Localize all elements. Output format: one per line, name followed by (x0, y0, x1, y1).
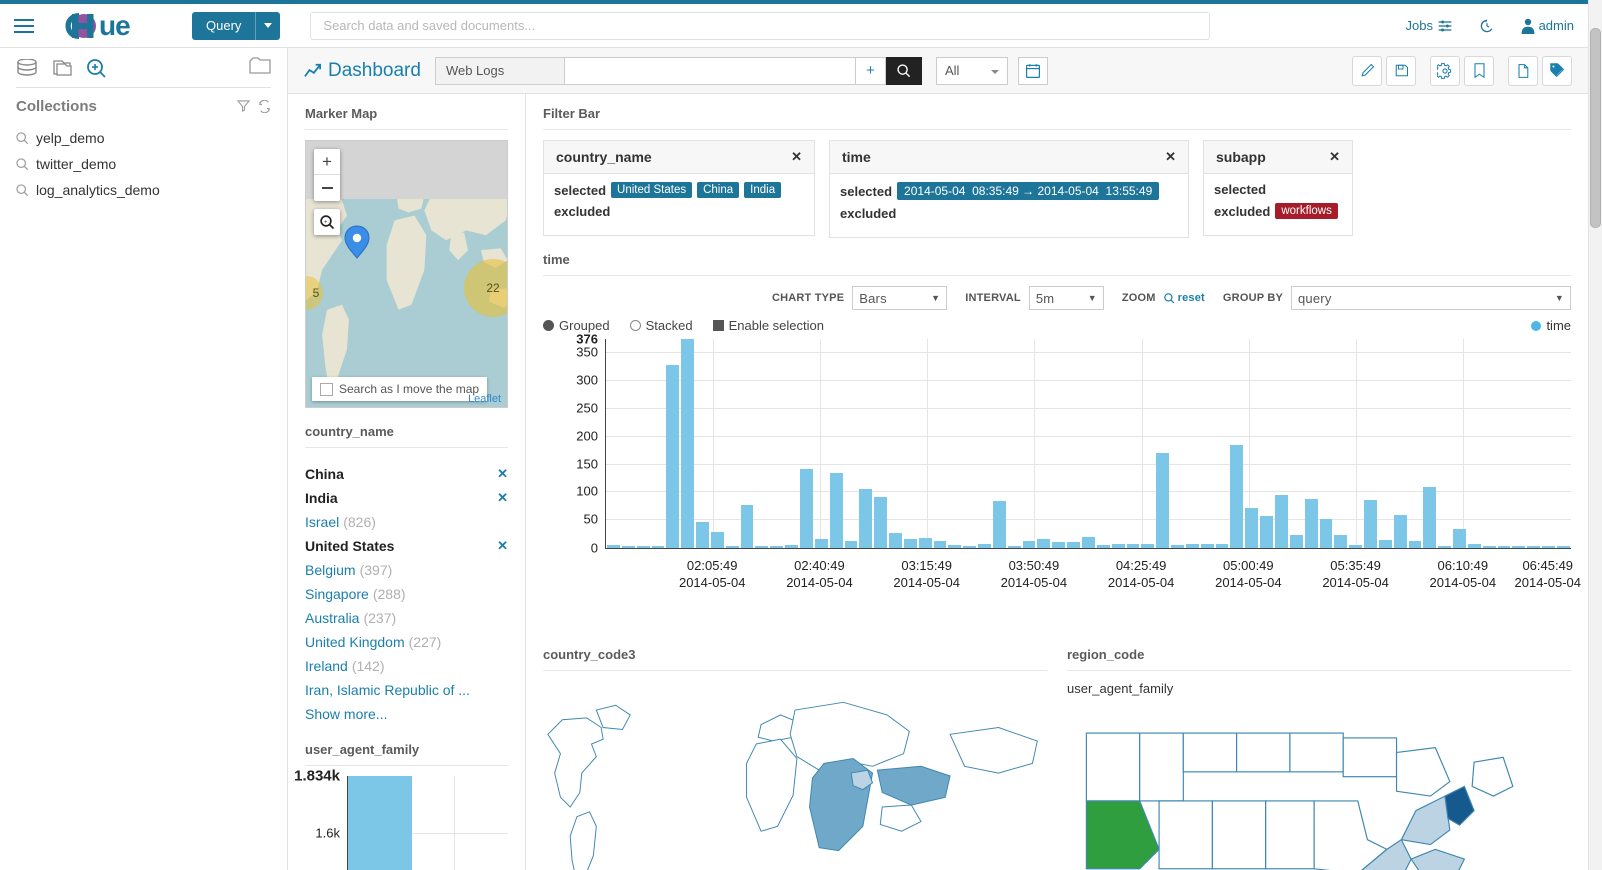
svg-text:ue: ue (99, 11, 130, 41)
svg-text:+: + (324, 219, 327, 225)
